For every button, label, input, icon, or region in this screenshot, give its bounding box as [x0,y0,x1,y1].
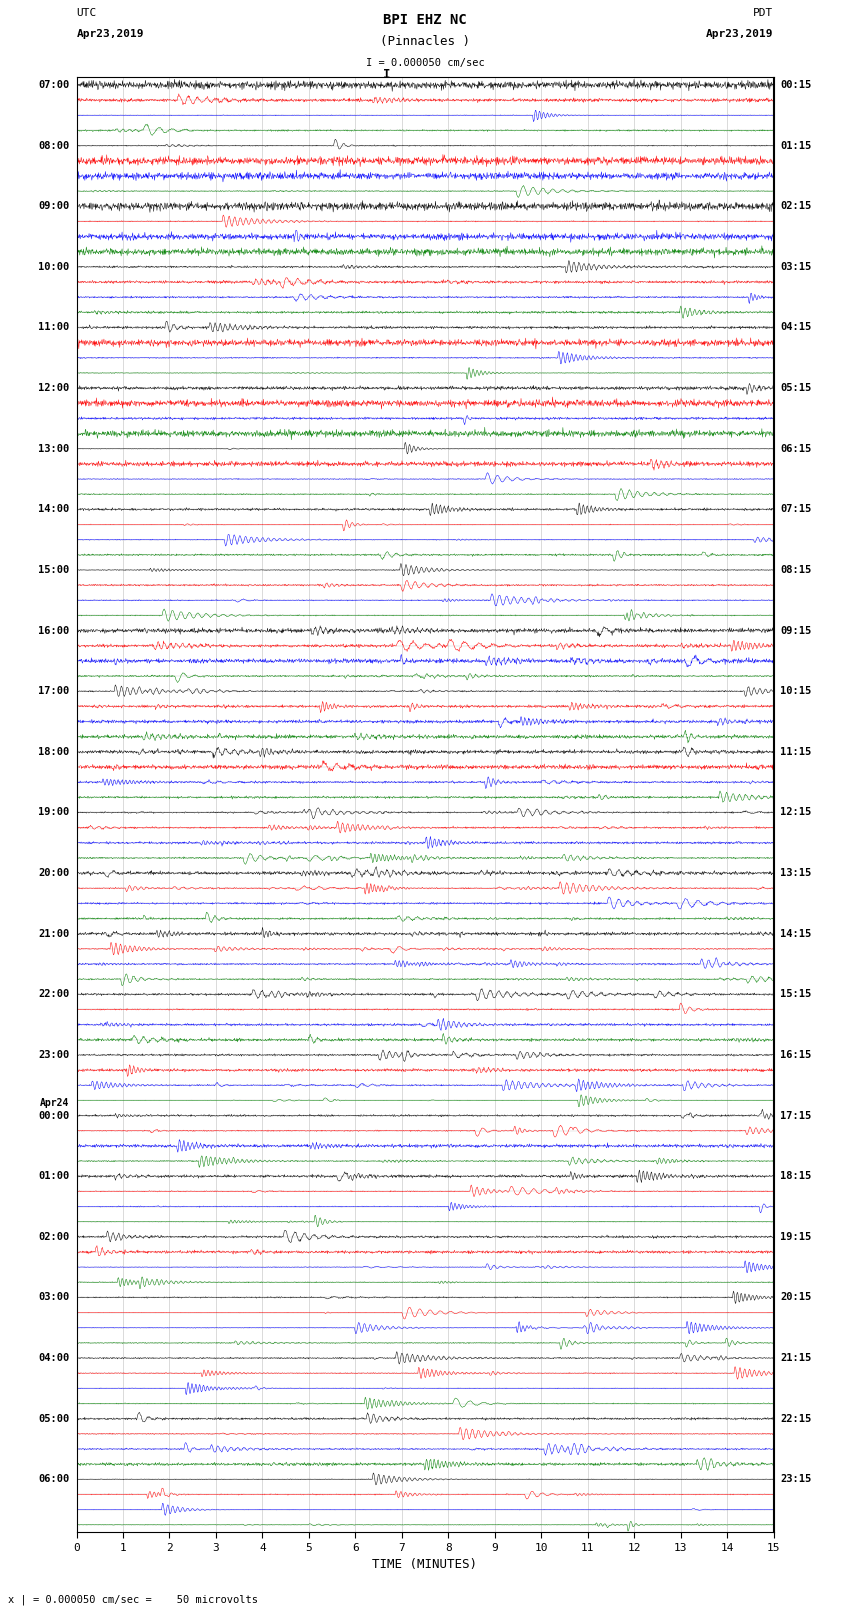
Text: 11:15: 11:15 [780,747,812,756]
Text: 10:15: 10:15 [780,686,812,697]
Text: 12:15: 12:15 [780,808,812,818]
Text: 19:00: 19:00 [38,808,70,818]
Text: 22:00: 22:00 [38,989,70,1000]
Text: 21:00: 21:00 [38,929,70,939]
Text: 19:15: 19:15 [780,1232,812,1242]
Text: BPI EHZ NC: BPI EHZ NC [383,13,467,27]
Text: 17:00: 17:00 [38,686,70,697]
Text: 00:15: 00:15 [780,81,812,90]
Text: 11:00: 11:00 [38,323,70,332]
Text: 00:00: 00:00 [38,1111,70,1121]
Text: 10:00: 10:00 [38,261,70,273]
Text: Apr24: Apr24 [40,1098,70,1108]
Text: 13:00: 13:00 [38,444,70,453]
Text: I: I [383,68,390,81]
Text: 04:00: 04:00 [38,1353,70,1363]
X-axis label: TIME (MINUTES): TIME (MINUTES) [372,1558,478,1571]
Text: 16:00: 16:00 [38,626,70,636]
Text: 02:00: 02:00 [38,1232,70,1242]
Text: 07:15: 07:15 [780,505,812,515]
Text: 05:00: 05:00 [38,1413,70,1424]
Text: 01:15: 01:15 [780,140,812,150]
Text: 18:00: 18:00 [38,747,70,756]
Text: 01:00: 01:00 [38,1171,70,1181]
Text: x | = 0.000050 cm/sec =    50 microvolts: x | = 0.000050 cm/sec = 50 microvolts [8,1594,258,1605]
Text: 15:00: 15:00 [38,565,70,574]
Text: I = 0.000050 cm/sec: I = 0.000050 cm/sec [366,58,484,68]
Text: 17:15: 17:15 [780,1111,812,1121]
Text: UTC: UTC [76,8,97,18]
Text: 23:15: 23:15 [780,1474,812,1484]
Text: 09:15: 09:15 [780,626,812,636]
Text: 12:00: 12:00 [38,384,70,394]
Text: 05:15: 05:15 [780,384,812,394]
Text: 21:15: 21:15 [780,1353,812,1363]
Text: Apr23,2019: Apr23,2019 [706,29,774,39]
Text: 13:15: 13:15 [780,868,812,877]
Text: 22:15: 22:15 [780,1413,812,1424]
Text: 04:15: 04:15 [780,323,812,332]
Text: (Pinnacles ): (Pinnacles ) [380,35,470,48]
Text: 20:15: 20:15 [780,1292,812,1302]
Text: 20:00: 20:00 [38,868,70,877]
Text: 06:15: 06:15 [780,444,812,453]
Text: 14:15: 14:15 [780,929,812,939]
Text: 08:15: 08:15 [780,565,812,574]
Text: 23:00: 23:00 [38,1050,70,1060]
Text: 18:15: 18:15 [780,1171,812,1181]
Text: 07:00: 07:00 [38,81,70,90]
Text: 06:00: 06:00 [38,1474,70,1484]
Text: 03:15: 03:15 [780,261,812,273]
Text: 08:00: 08:00 [38,140,70,150]
Text: 14:00: 14:00 [38,505,70,515]
Text: 15:15: 15:15 [780,989,812,1000]
Text: 03:00: 03:00 [38,1292,70,1302]
Text: Apr23,2019: Apr23,2019 [76,29,144,39]
Text: 02:15: 02:15 [780,202,812,211]
Text: 16:15: 16:15 [780,1050,812,1060]
Text: 09:00: 09:00 [38,202,70,211]
Text: PDT: PDT [753,8,774,18]
